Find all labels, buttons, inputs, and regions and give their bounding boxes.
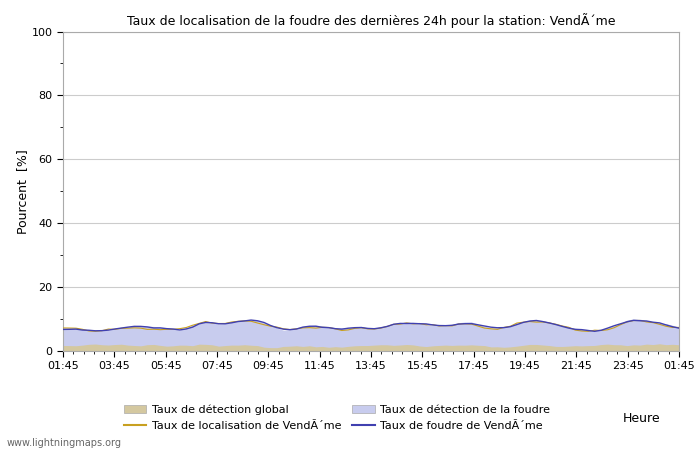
Legend: Taux de détection global, Taux de localisation de VendÃ´me, Taux de détection de: Taux de détection global, Taux de locali… <box>124 405 550 431</box>
Title: Taux de localisation de la foudre des dernières 24h pour la station: VendÃ´me: Taux de localisation de la foudre des de… <box>127 13 615 27</box>
Y-axis label: Pourcent  [%]: Pourcent [%] <box>16 149 29 234</box>
Text: www.lightningmaps.org: www.lightningmaps.org <box>7 438 122 448</box>
Text: Heure: Heure <box>623 412 661 425</box>
